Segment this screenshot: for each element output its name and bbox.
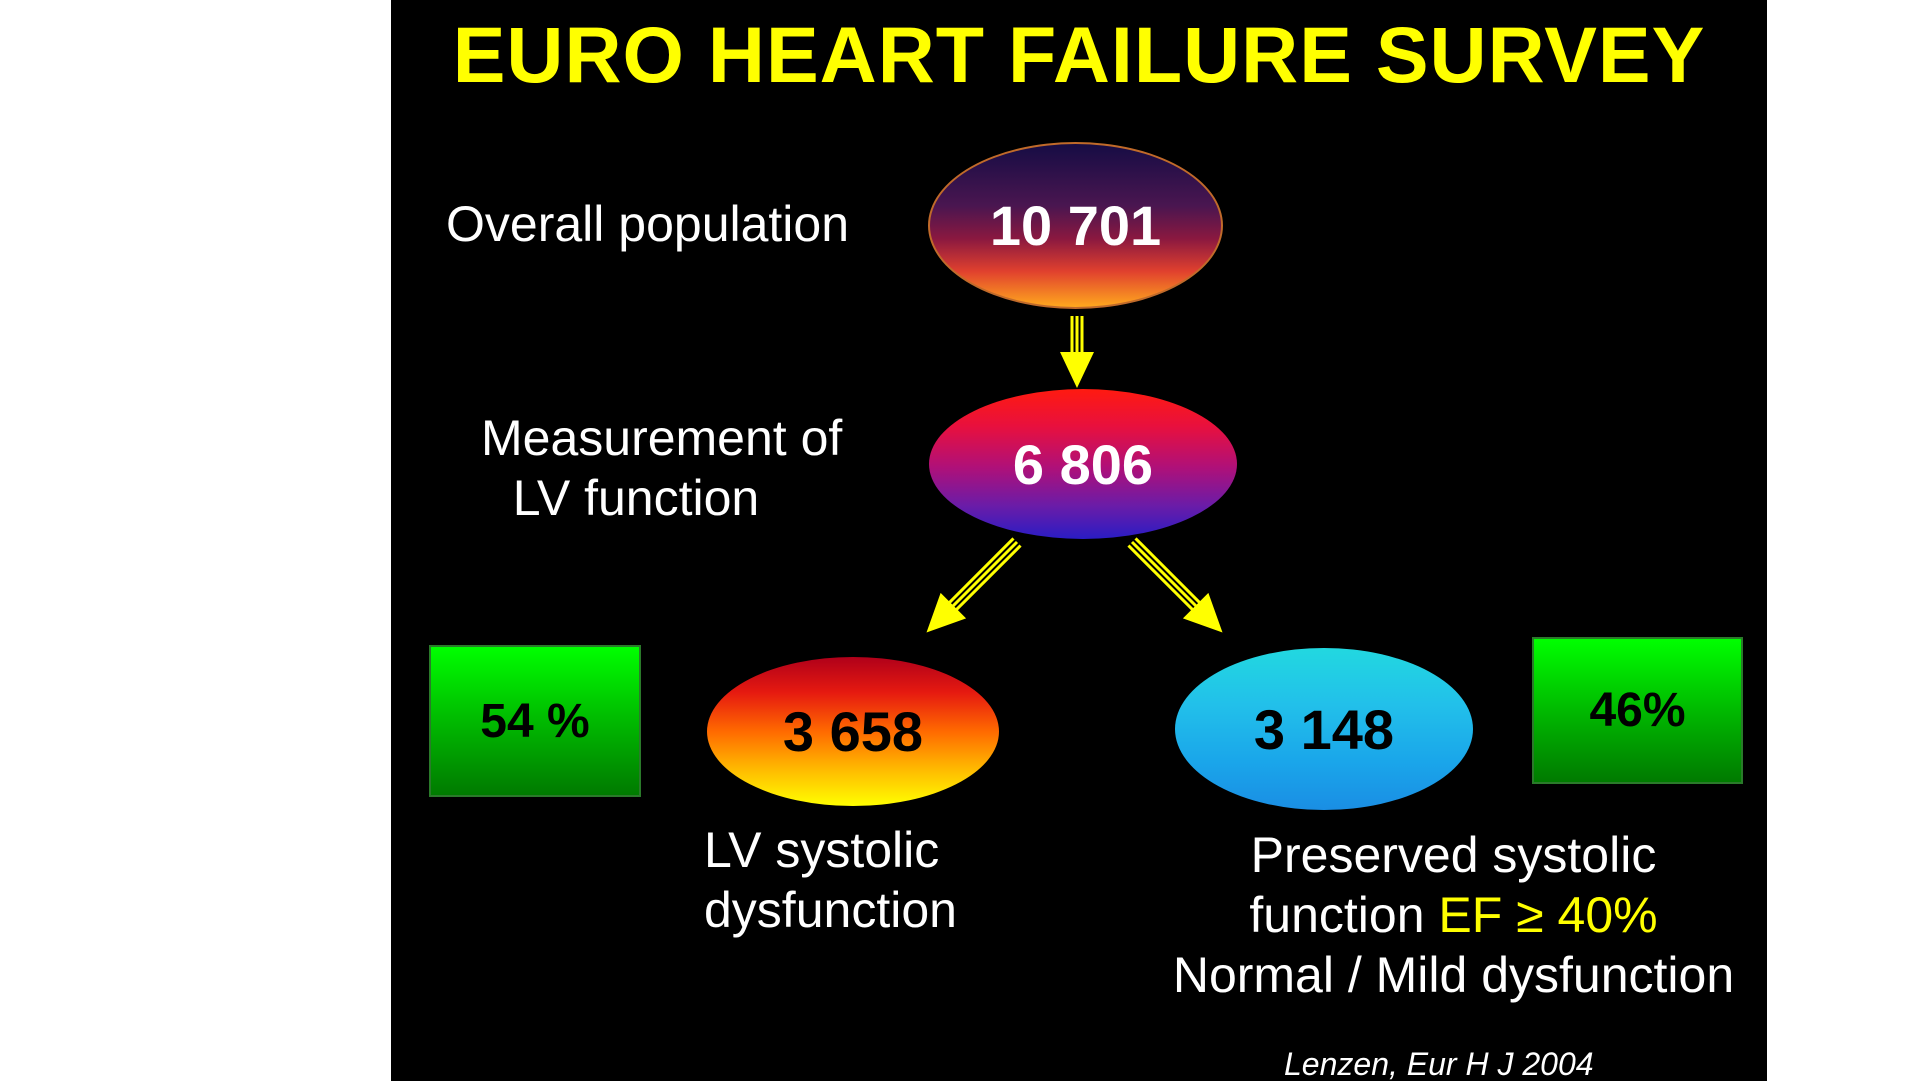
preserved-label-line2: function EF ≥ 40% (1171, 885, 1736, 945)
systolic-dysfunction-label: LV systolic dysfunction (704, 820, 957, 940)
lv-measurement-value: 6 806 (1012, 432, 1154, 496)
arrow-overall-to-measurement (1058, 314, 1096, 390)
flow-arrows (926, 314, 1223, 633)
systolic-label-line1: LV systolic (704, 822, 940, 878)
lv-measurement-label-line1: Measurement of (481, 410, 843, 466)
overall-population-value: 10 701 (989, 194, 1162, 257)
citation: Lenzen, Eur H J 2004 (1284, 1046, 1594, 1081)
preserved-function-node: 3 148 (1175, 648, 1473, 810)
systolic-percent-box: 54 % (429, 645, 641, 797)
preserved-function-value: 3 148 (1253, 697, 1395, 761)
overall-population-label: Overall population (446, 196, 850, 252)
preserved-label-line1: Preserved systolic (1250, 827, 1657, 883)
arrow-measurement-to-preserved (1127, 537, 1223, 633)
preserved-percent-box: 46% (1532, 637, 1743, 784)
lv-measurement-label: Measurement of LV function (481, 408, 843, 528)
preserved-label-line3: Normal / Mild dysfunction (1172, 947, 1735, 1003)
preserved-function-label: Preserved systolic function EF ≥ 40% Nor… (1171, 825, 1736, 1005)
lv-measurement-label-line2: LV function (512, 470, 760, 526)
arrow-measurement-to-systolic (926, 537, 1022, 633)
preserved-label-line2-prefix: function (1249, 887, 1439, 943)
systolic-percent: 54 % (480, 694, 590, 748)
overall-population-node: 10 701 (928, 142, 1223, 309)
slide: EURO HEART FAILURE SURVEY Overall popula… (391, 0, 1767, 1081)
systolic-dysfunction-value: 3 658 (782, 700, 924, 763)
ef-threshold-highlight: EF ≥ 40% (1438, 887, 1658, 943)
lv-measurement-node: 6 806 (929, 389, 1237, 539)
systolic-label-line2: dysfunction (704, 882, 957, 938)
slide-title: EURO HEART FAILURE SURVEY (452, 10, 1706, 99)
systolic-dysfunction-node: 3 658 (707, 657, 999, 806)
preserved-percent: 46% (1589, 684, 1686, 737)
